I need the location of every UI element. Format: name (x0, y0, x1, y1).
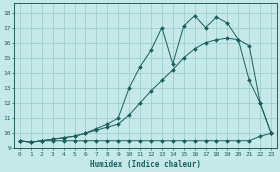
X-axis label: Humidex (Indice chaleur): Humidex (Indice chaleur) (90, 159, 201, 169)
